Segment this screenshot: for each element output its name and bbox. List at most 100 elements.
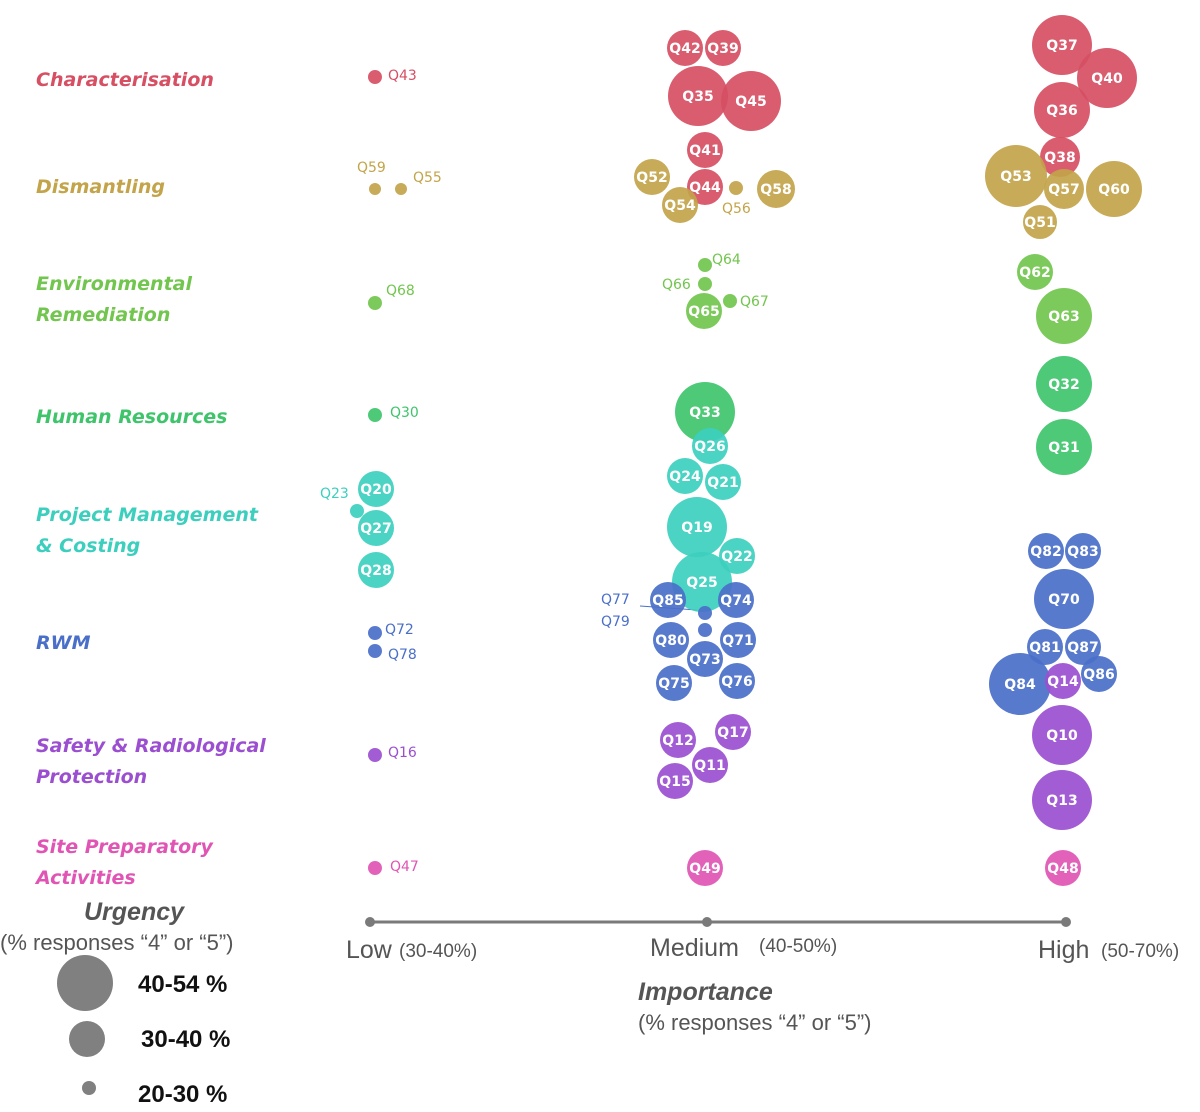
bubble-point (1032, 770, 1092, 830)
bubble-point (1077, 48, 1137, 108)
bubble-point (1017, 254, 1053, 290)
bubble-label: Q26 (694, 439, 725, 455)
bubble-label: Q19 (681, 520, 712, 536)
bubble-label: Q28 (360, 563, 391, 579)
bubble-label: Q64 (712, 252, 741, 268)
bubble-label: Q42 (669, 41, 700, 57)
bubble-point (687, 169, 723, 205)
bubble-point (705, 464, 741, 500)
bubble-point (368, 748, 382, 762)
x-axis-title: Importance (638, 978, 773, 1006)
bubble-point (1045, 663, 1081, 699)
bubble-point (1034, 569, 1094, 629)
x-axis-marker-low (365, 917, 375, 927)
legend-item-label: 20-30 % (138, 1081, 227, 1108)
x-tick-range: (40-50%) (759, 936, 837, 957)
bubble-point (1028, 533, 1064, 569)
bubble-label: Q25 (686, 575, 717, 591)
bubble-point (369, 183, 381, 195)
bubble-point (692, 747, 728, 783)
bubble-point (715, 714, 751, 750)
bubble-point (1023, 205, 1057, 239)
x-tick-range: (30-40%) (399, 941, 477, 962)
bubble-point (368, 70, 382, 84)
bubble-label: Q24 (669, 469, 701, 485)
bubble-point (1086, 161, 1142, 217)
bubble-point (698, 277, 712, 291)
x-tick-range: (50-70%) (1101, 941, 1179, 962)
bubble-label: Q72 (385, 622, 414, 638)
legend-title: Urgency (84, 898, 185, 926)
bubble-label: Q66 (662, 277, 691, 293)
bubble-label: Q21 (707, 475, 738, 491)
bubble-point (723, 294, 737, 308)
x-tick-label: Medium (650, 934, 739, 962)
bubble-label: Q67 (740, 294, 769, 310)
legend-bubble-medium (69, 1021, 105, 1057)
bubble-label: Q11 (694, 758, 725, 774)
bubble-point (757, 170, 795, 208)
urgency-legend: Urgency (% responses “4” or “5”) 40-54 %… (0, 898, 234, 1108)
bubble-label: Q13 (1046, 793, 1077, 809)
legend-item-label: 40-54 % (138, 971, 227, 998)
bubble-label: Q81 (1029, 640, 1060, 656)
bubble-point (989, 653, 1051, 715)
bubble-label: Q22 (721, 549, 752, 565)
bubble-point (350, 504, 364, 518)
bubble-point (675, 382, 735, 442)
bubble-label: Q12 (662, 733, 693, 749)
bubble-label: Q56 (722, 201, 751, 217)
x-axis-subtitle: (% responses “4” or “5”) (638, 1010, 872, 1035)
bubble-point (667, 30, 703, 66)
bubble-label: Q39 (707, 41, 738, 57)
bubble-label: Q68 (386, 283, 415, 299)
bubble-point (653, 622, 689, 658)
bubble-point (1081, 656, 1117, 692)
bubble-point (985, 145, 1047, 207)
bubble-point (368, 861, 382, 875)
bubble-label: Q41 (689, 143, 720, 159)
bubble-label: Q40 (1091, 71, 1123, 87)
category-label: Human Resources (36, 406, 227, 428)
bubble-point (650, 582, 686, 618)
bubble-point (1044, 169, 1084, 209)
bubble-point (667, 497, 727, 557)
bubble-point (634, 159, 670, 195)
bubble-label: Q58 (760, 182, 791, 198)
bubble-point (1032, 15, 1092, 75)
bubble-point (395, 183, 407, 195)
bubble-point (719, 663, 755, 699)
category-label: Remediation (36, 304, 170, 326)
bubble-label: Q53 (1000, 169, 1031, 185)
bubble-label: Q75 (658, 676, 689, 692)
bubble-point (1040, 137, 1080, 177)
bubbles: Q43 Q42 Q39 Q35 Q45 Q41 Q44 Q37 Q40 Q36 Q38 Q59 Q55 Q… (320, 15, 1142, 886)
bubble-label: Q45 (735, 94, 766, 110)
bubble-label: Q37 (1046, 38, 1077, 54)
bubble-point (1036, 288, 1092, 344)
bubble-point (662, 187, 698, 223)
bubble-label: Q78 (388, 647, 417, 663)
bubble-label: Q47 (390, 859, 419, 875)
bubble-point (687, 132, 723, 168)
x-tick-label: High (1038, 936, 1089, 964)
bubble-point (729, 181, 743, 195)
bubble-point (368, 296, 382, 310)
category-label: & Costing (36, 535, 140, 557)
category-label: Dismantling (36, 176, 165, 198)
bubble-point (1036, 419, 1092, 475)
bubble-point (667, 458, 703, 494)
bubble-label: Q38 (1044, 150, 1075, 166)
bubble-label: Q15 (659, 774, 690, 790)
bubble-label: Q84 (1004, 677, 1036, 693)
bubble-point (698, 258, 712, 272)
bubble-label: Q36 (1046, 103, 1077, 119)
bubble-label: Q32 (1048, 377, 1079, 393)
bubble-label: Q20 (360, 482, 392, 498)
bubble-point (1065, 629, 1101, 665)
bubble-label: Q27 (360, 521, 391, 537)
bubble-label: Q71 (722, 633, 753, 649)
bubble-point (656, 665, 692, 701)
category-label: Environmental (36, 273, 192, 295)
